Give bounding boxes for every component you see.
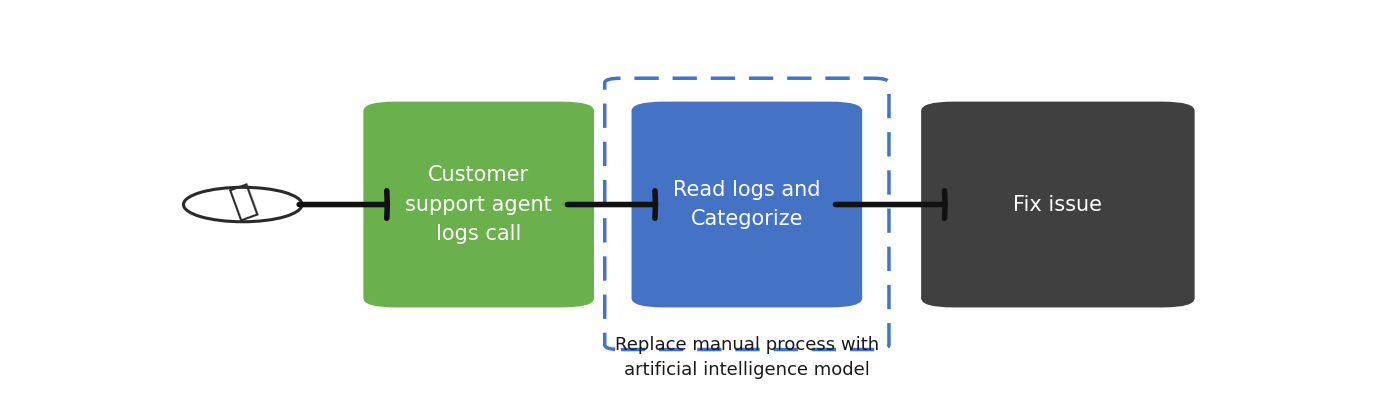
Text: Customer
support agent
logs call: Customer support agent logs call	[406, 165, 552, 244]
Text: 📞: 📞	[226, 179, 260, 223]
Text: Read logs and
Categorize: Read logs and Categorize	[673, 180, 821, 229]
Text: Fix issue: Fix issue	[1013, 194, 1103, 215]
Text: Replace manual process with
artificial intelligence model: Replace manual process with artificial i…	[614, 335, 879, 379]
FancyBboxPatch shape	[631, 102, 862, 307]
FancyBboxPatch shape	[364, 102, 594, 307]
FancyBboxPatch shape	[922, 102, 1194, 307]
